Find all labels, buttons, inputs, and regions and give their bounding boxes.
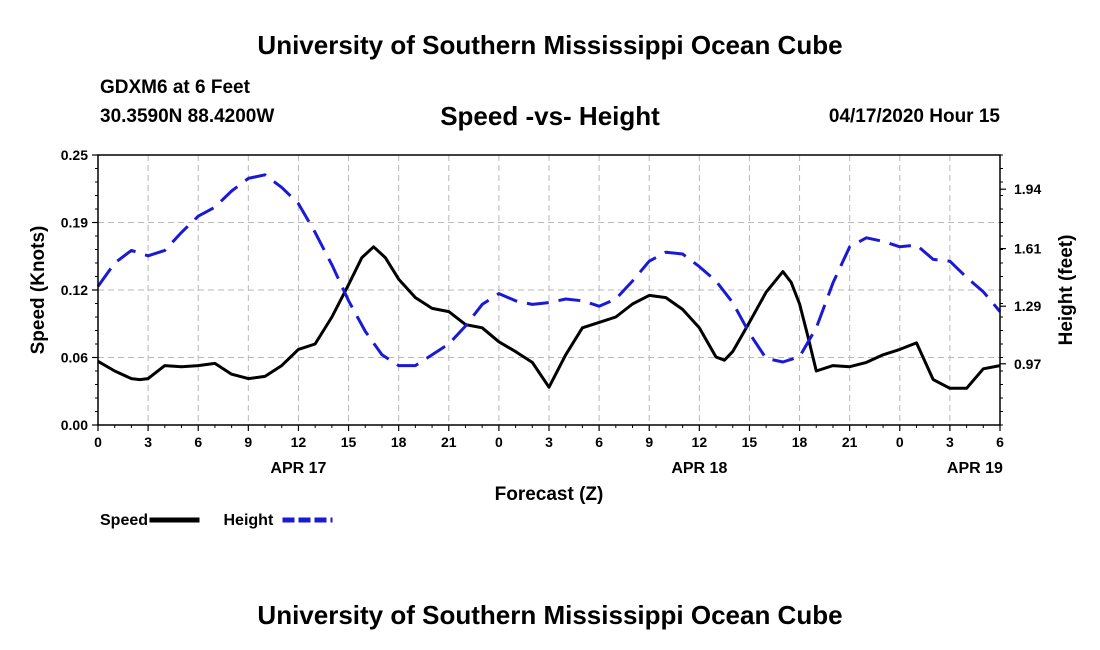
footer-title: University of Southern Mississippi Ocean… (257, 600, 843, 630)
x-tick-label: 0 (495, 434, 503, 450)
chart-subtitle: Speed -vs- Height (440, 101, 660, 131)
y-left-tick-label: 0.00 (61, 417, 88, 433)
x-tick-label: 3 (144, 434, 152, 450)
x-tick-label: 15 (742, 434, 758, 450)
x-tick-label: 9 (244, 434, 252, 450)
x-tick-label: 15 (341, 434, 357, 450)
date-label: APR 19 (947, 460, 1003, 477)
x-tick-label: 0 (94, 434, 102, 450)
axes: 0 3 6 9 12 15 18 21 0 3 6 9 12 15 18 21 0 3 6 APR 17 APR 18 A… (61, 147, 1042, 477)
y-axis-right-title: Height (feet) (1056, 235, 1077, 346)
x-axis-title: Forecast (Z) (495, 484, 604, 505)
y-right-tick-label: 1.29 (1014, 298, 1041, 314)
x-tick-label: 21 (842, 434, 858, 450)
timestamp-label: 04/17/2020 Hour 15 (828, 106, 1000, 127)
legend-label-height: Height (224, 512, 274, 529)
height-series-line (96, 173, 1002, 368)
x-tick-label: 12 (291, 434, 307, 450)
legend: Speed Height (100, 512, 333, 529)
chart-title: University of Southern Mississippi Ocean… (257, 30, 843, 60)
x-tick-label: 3 (946, 434, 954, 450)
y-right-tick-label: 1.61 (1014, 241, 1041, 257)
speed-series-line (97, 245, 1001, 390)
x-tick-label: 9 (645, 434, 653, 450)
coordinates-label: 30.3590N 88.4200W (100, 106, 275, 127)
x-tick-label: 6 (194, 434, 202, 450)
x-tick-label: 21 (441, 434, 457, 450)
x-tick-label: 6 (996, 434, 1004, 450)
date-label: APR 17 (270, 460, 326, 477)
y-left-tick-label: 0.19 (61, 215, 88, 231)
x-tick-label: 0 (896, 434, 904, 450)
x-tick-label: 12 (692, 434, 708, 450)
x-tick-label: 18 (391, 434, 407, 450)
series-layer (96, 173, 1002, 390)
x-tick-label: 3 (545, 434, 553, 450)
y-left-tick-label: 0.12 (61, 282, 88, 298)
y-left-tick-label: 0.06 (61, 350, 88, 366)
station-label: GDXM6 at 6 Feet (100, 77, 250, 98)
y-axis-left-title: Speed (Knots) (28, 226, 49, 355)
x-tick-label: 6 (595, 434, 603, 450)
y-right-tick-label: 1.94 (1014, 181, 1041, 197)
y-right-tick-label: 0.97 (1014, 356, 1041, 372)
date-label: APR 18 (671, 460, 727, 477)
y-left-tick-label: 0.25 (61, 147, 88, 163)
legend-label-speed: Speed (100, 512, 148, 529)
x-tick-label: 18 (792, 434, 808, 450)
